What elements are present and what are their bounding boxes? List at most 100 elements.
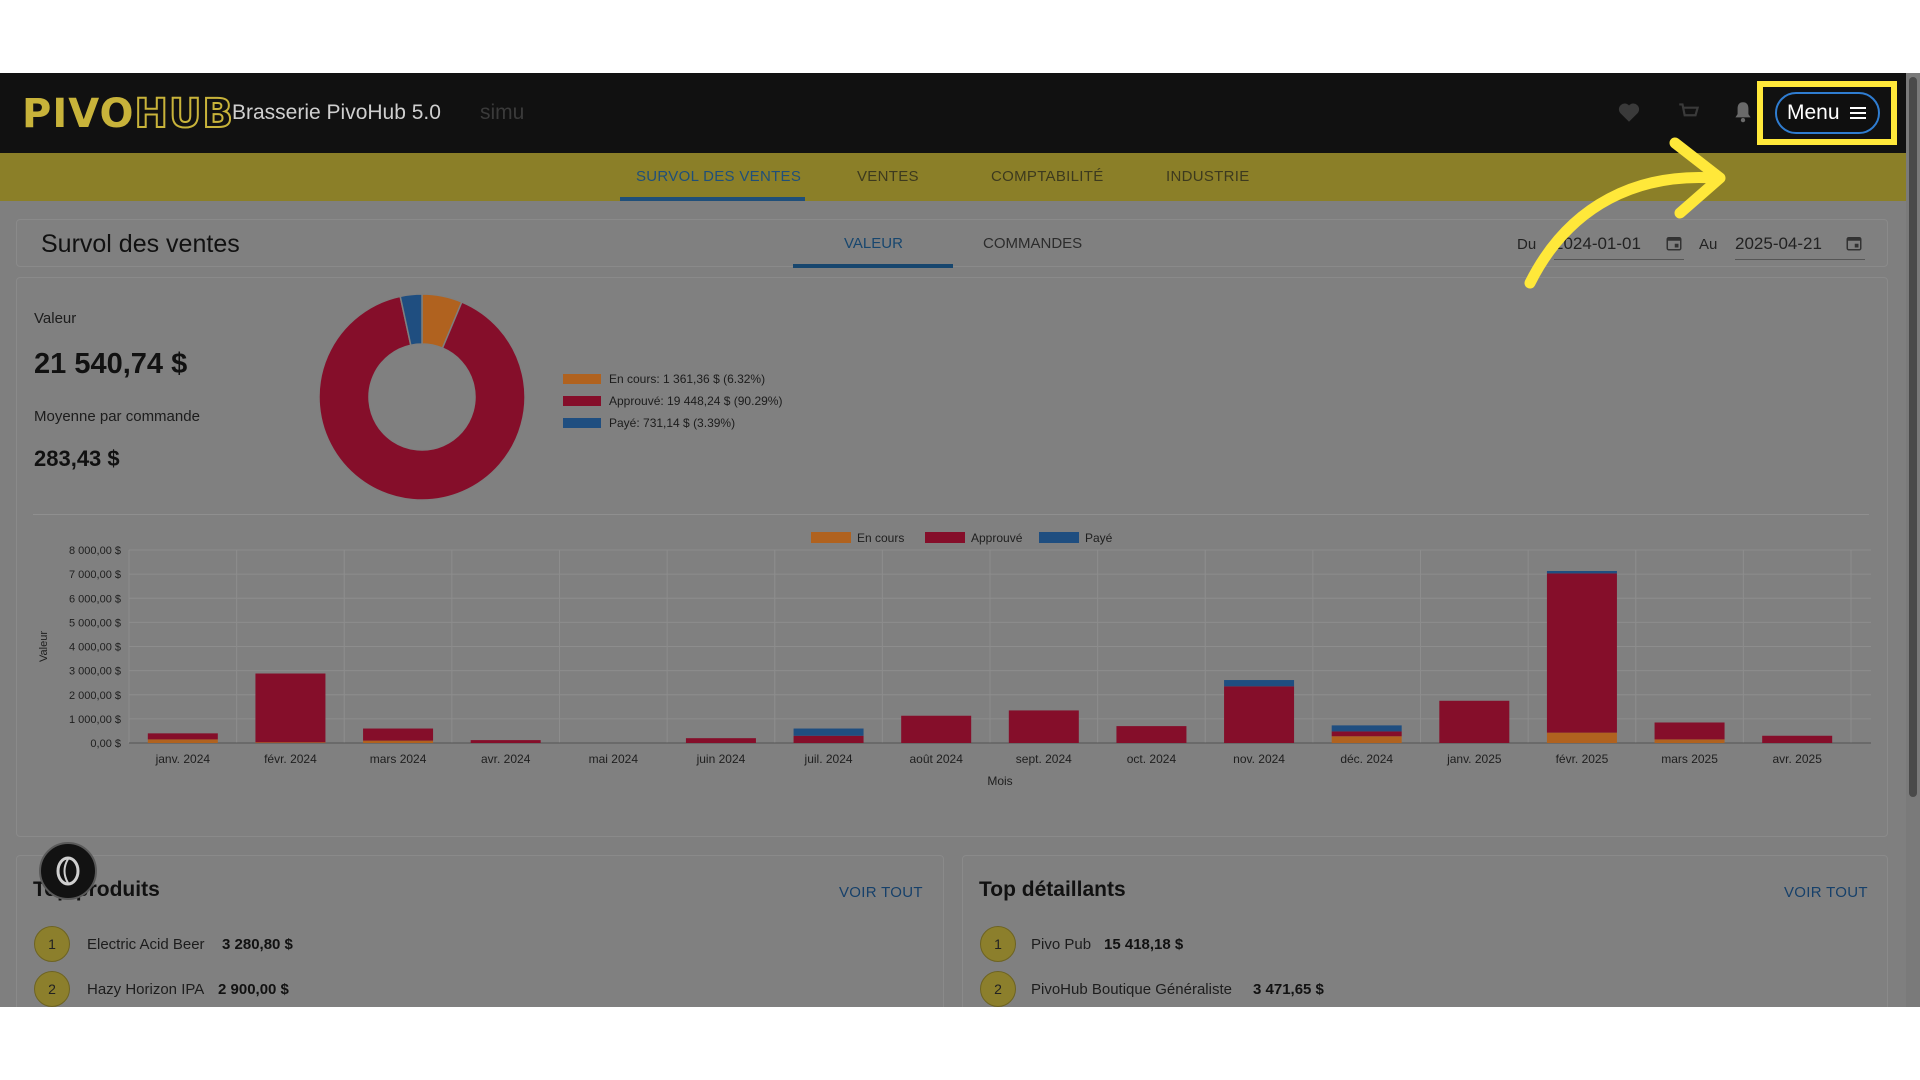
bar-paye[interactable] <box>1224 680 1295 687</box>
x-tick-label: janv. 2024 <box>155 752 211 766</box>
logo-part-1: PIVO <box>22 91 135 137</box>
cart-icon[interactable] <box>1676 99 1702 125</box>
bar-approuve[interactable] <box>1654 722 1725 740</box>
bar-approuve[interactable] <box>1439 700 1510 743</box>
bar-approuve[interactable] <box>147 733 218 740</box>
y-tick-label: 1 000,00 $ <box>69 714 121 726</box>
legend-swatch-paye <box>563 418 601 428</box>
bar-approuve[interactable] <box>1116 726 1187 743</box>
menu-label: Menu <box>1787 101 1840 124</box>
x-tick-label: mars 2024 <box>370 752 427 766</box>
x-tick-label: févr. 2024 <box>264 752 317 766</box>
product-name-1[interactable]: Electric Acid Beer <box>87 936 205 953</box>
y-tick-label: 2 000,00 $ <box>69 690 121 702</box>
menu-highlight-box <box>1757 81 1897 145</box>
tutorial-arrow-annotation <box>1524 137 1726 289</box>
y-tick-label: 8 000,00 $ <box>69 545 121 557</box>
status-donut-chart <box>318 293 526 501</box>
tab-survol-des-ventes[interactable]: SURVOL DES VENTES <box>636 168 802 185</box>
bar-en-cours[interactable] <box>1546 732 1617 743</box>
x-tick-label: nov. 2024 <box>1233 752 1285 766</box>
x-tick-label: janv. 2025 <box>1446 752 1502 766</box>
x-tick-label: avr. 2024 <box>481 752 531 766</box>
bar-en-cours[interactable] <box>1331 736 1402 743</box>
active-tab-indicator <box>620 197 805 201</box>
y-tick-label: 5 000,00 $ <box>69 617 121 629</box>
y-tick-label: 4 000,00 $ <box>69 642 121 654</box>
bar-approuve[interactable] <box>255 673 326 743</box>
bell-icon[interactable] <box>1730 99 1756 125</box>
retailer-name-2[interactable]: PivoHub Boutique Généraliste <box>1031 981 1232 998</box>
page-title: Survol des ventes <box>41 230 240 258</box>
tab-ventes[interactable]: VENTES <box>857 168 919 185</box>
x-axis-title: Mois <box>987 774 1012 788</box>
bar-approuve[interactable] <box>901 715 972 743</box>
retailer-value-1: 15 418,18 $ <box>1104 936 1184 953</box>
bar-approuve[interactable] <box>793 735 864 743</box>
calendar-icon[interactable] <box>1845 234 1863 252</box>
y-axis-title: Valeur <box>38 631 50 662</box>
top-products-card: Top produits VOIR TOUT 1 Electric Acid B… <box>16 855 944 1007</box>
leaf-logo-icon <box>56 856 80 886</box>
product-value-1: 3 280,80 $ <box>222 936 293 953</box>
value-label: Valeur <box>34 310 77 327</box>
bar-legend-swatch-approuve <box>925 532 965 543</box>
to-date-field[interactable]: 2025-04-21 <box>1735 232 1865 260</box>
bar-approuve[interactable] <box>1331 731 1402 737</box>
tab-industrie[interactable]: INDUSTRIE <box>1166 168 1250 185</box>
product-rank-2: 2 <box>34 971 70 1007</box>
monthly-bar-chart: 0,00 $ 1 000,00 $ 2 000,00 $ 3 000,00 $ 4 00… <box>38 531 1871 788</box>
bar-en-cours[interactable] <box>363 740 434 743</box>
bar-en-cours[interactable] <box>255 742 326 743</box>
from-label: Du <box>1517 236 1537 253</box>
donut-slice-paye[interactable] <box>399 293 423 347</box>
top-bar: PIVOHUB Brasserie PivoHub 5.0 simu Menu <box>0 73 1920 153</box>
tab-comptabilite[interactable]: COMPTABILITÉ <box>991 168 1104 185</box>
section-nav: SURVOL DES VENTES VENTES COMPTABILITÉ IN… <box>0 153 1920 201</box>
bar-approuve[interactable] <box>1008 710 1079 743</box>
environment-label: simu <box>480 101 525 124</box>
bar-paye[interactable] <box>1331 725 1402 732</box>
top-retailers-view-all-link[interactable]: VOIR TOUT <box>1784 884 1868 901</box>
bar-approuve[interactable] <box>1546 573 1617 733</box>
scrollbar-thumb[interactable] <box>1909 77 1917 797</box>
bar-approuve[interactable] <box>685 738 756 743</box>
bar-paye[interactable] <box>793 728 864 736</box>
legend-swatch-approuve <box>563 396 601 406</box>
legend-text-paye: Payé: 731,14 $ (3.39%) <box>609 416 736 430</box>
bar-approuve[interactable] <box>1762 735 1833 743</box>
pivohub-logo[interactable]: PIVOHUB <box>22 90 234 138</box>
bar-en-cours[interactable] <box>1654 739 1725 743</box>
retailer-rank-2: 2 <box>980 971 1016 1007</box>
product-name-2[interactable]: Hazy Horizon IPA <box>87 981 205 998</box>
product-rank-1: 1 <box>34 926 70 962</box>
bar-approuve[interactable] <box>363 728 434 741</box>
top-retailers-card: Top détaillants VOIR TOUT 1 Pivo Pub 15 … <box>962 855 1888 1007</box>
legend-text-en-cours: En cours: 1 361,36 $ (6.32%) <box>609 372 766 386</box>
x-tick-label: sept. 2024 <box>1016 752 1072 766</box>
help-chat-button[interactable] <box>39 842 97 900</box>
bar-approuve[interactable] <box>1224 686 1295 743</box>
bar-en-cours[interactable] <box>147 739 218 743</box>
y-tick-label: 6 000,00 $ <box>69 593 121 605</box>
bar-paye[interactable] <box>1546 570 1617 574</box>
heart-icon[interactable] <box>1616 99 1642 125</box>
retailer-name-1[interactable]: Pivo Pub <box>1031 936 1092 953</box>
menu-button[interactable]: Menu <box>1775 92 1880 134</box>
x-tick-label: juil. 2024 <box>804 752 853 766</box>
bar-legend-label-en-cours: En cours <box>857 531 904 545</box>
bar-approuve[interactable] <box>470 740 541 743</box>
top-products-view-all-link[interactable]: VOIR TOUT <box>839 884 923 901</box>
bar-legend-label-paye: Payé <box>1085 531 1113 545</box>
from-date-field[interactable]: 2024-01-01 <box>1554 232 1684 260</box>
x-tick-label: oct. 2024 <box>1127 752 1177 766</box>
x-tick-label: août 2024 <box>909 752 963 766</box>
subtab-commandes[interactable]: COMMANDES <box>983 235 1083 252</box>
bar-legend-label-approuve: Approuvé <box>971 531 1023 545</box>
calendar-icon[interactable] <box>1665 234 1683 252</box>
donut-slice-approuve[interactable] <box>318 295 526 501</box>
bar-legend-swatch-en-cours <box>811 532 851 543</box>
subtab-valeur[interactable]: VALEUR <box>844 235 903 252</box>
page-scrollbar[interactable] <box>1906 73 1920 1007</box>
x-tick-label: juin 2024 <box>696 752 746 766</box>
